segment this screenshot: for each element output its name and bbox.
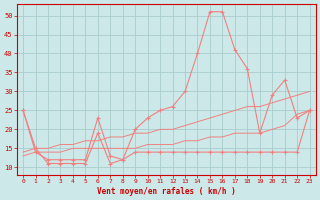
X-axis label: Vent moyen/en rafales ( km/h ): Vent moyen/en rafales ( km/h ) [97,187,236,196]
